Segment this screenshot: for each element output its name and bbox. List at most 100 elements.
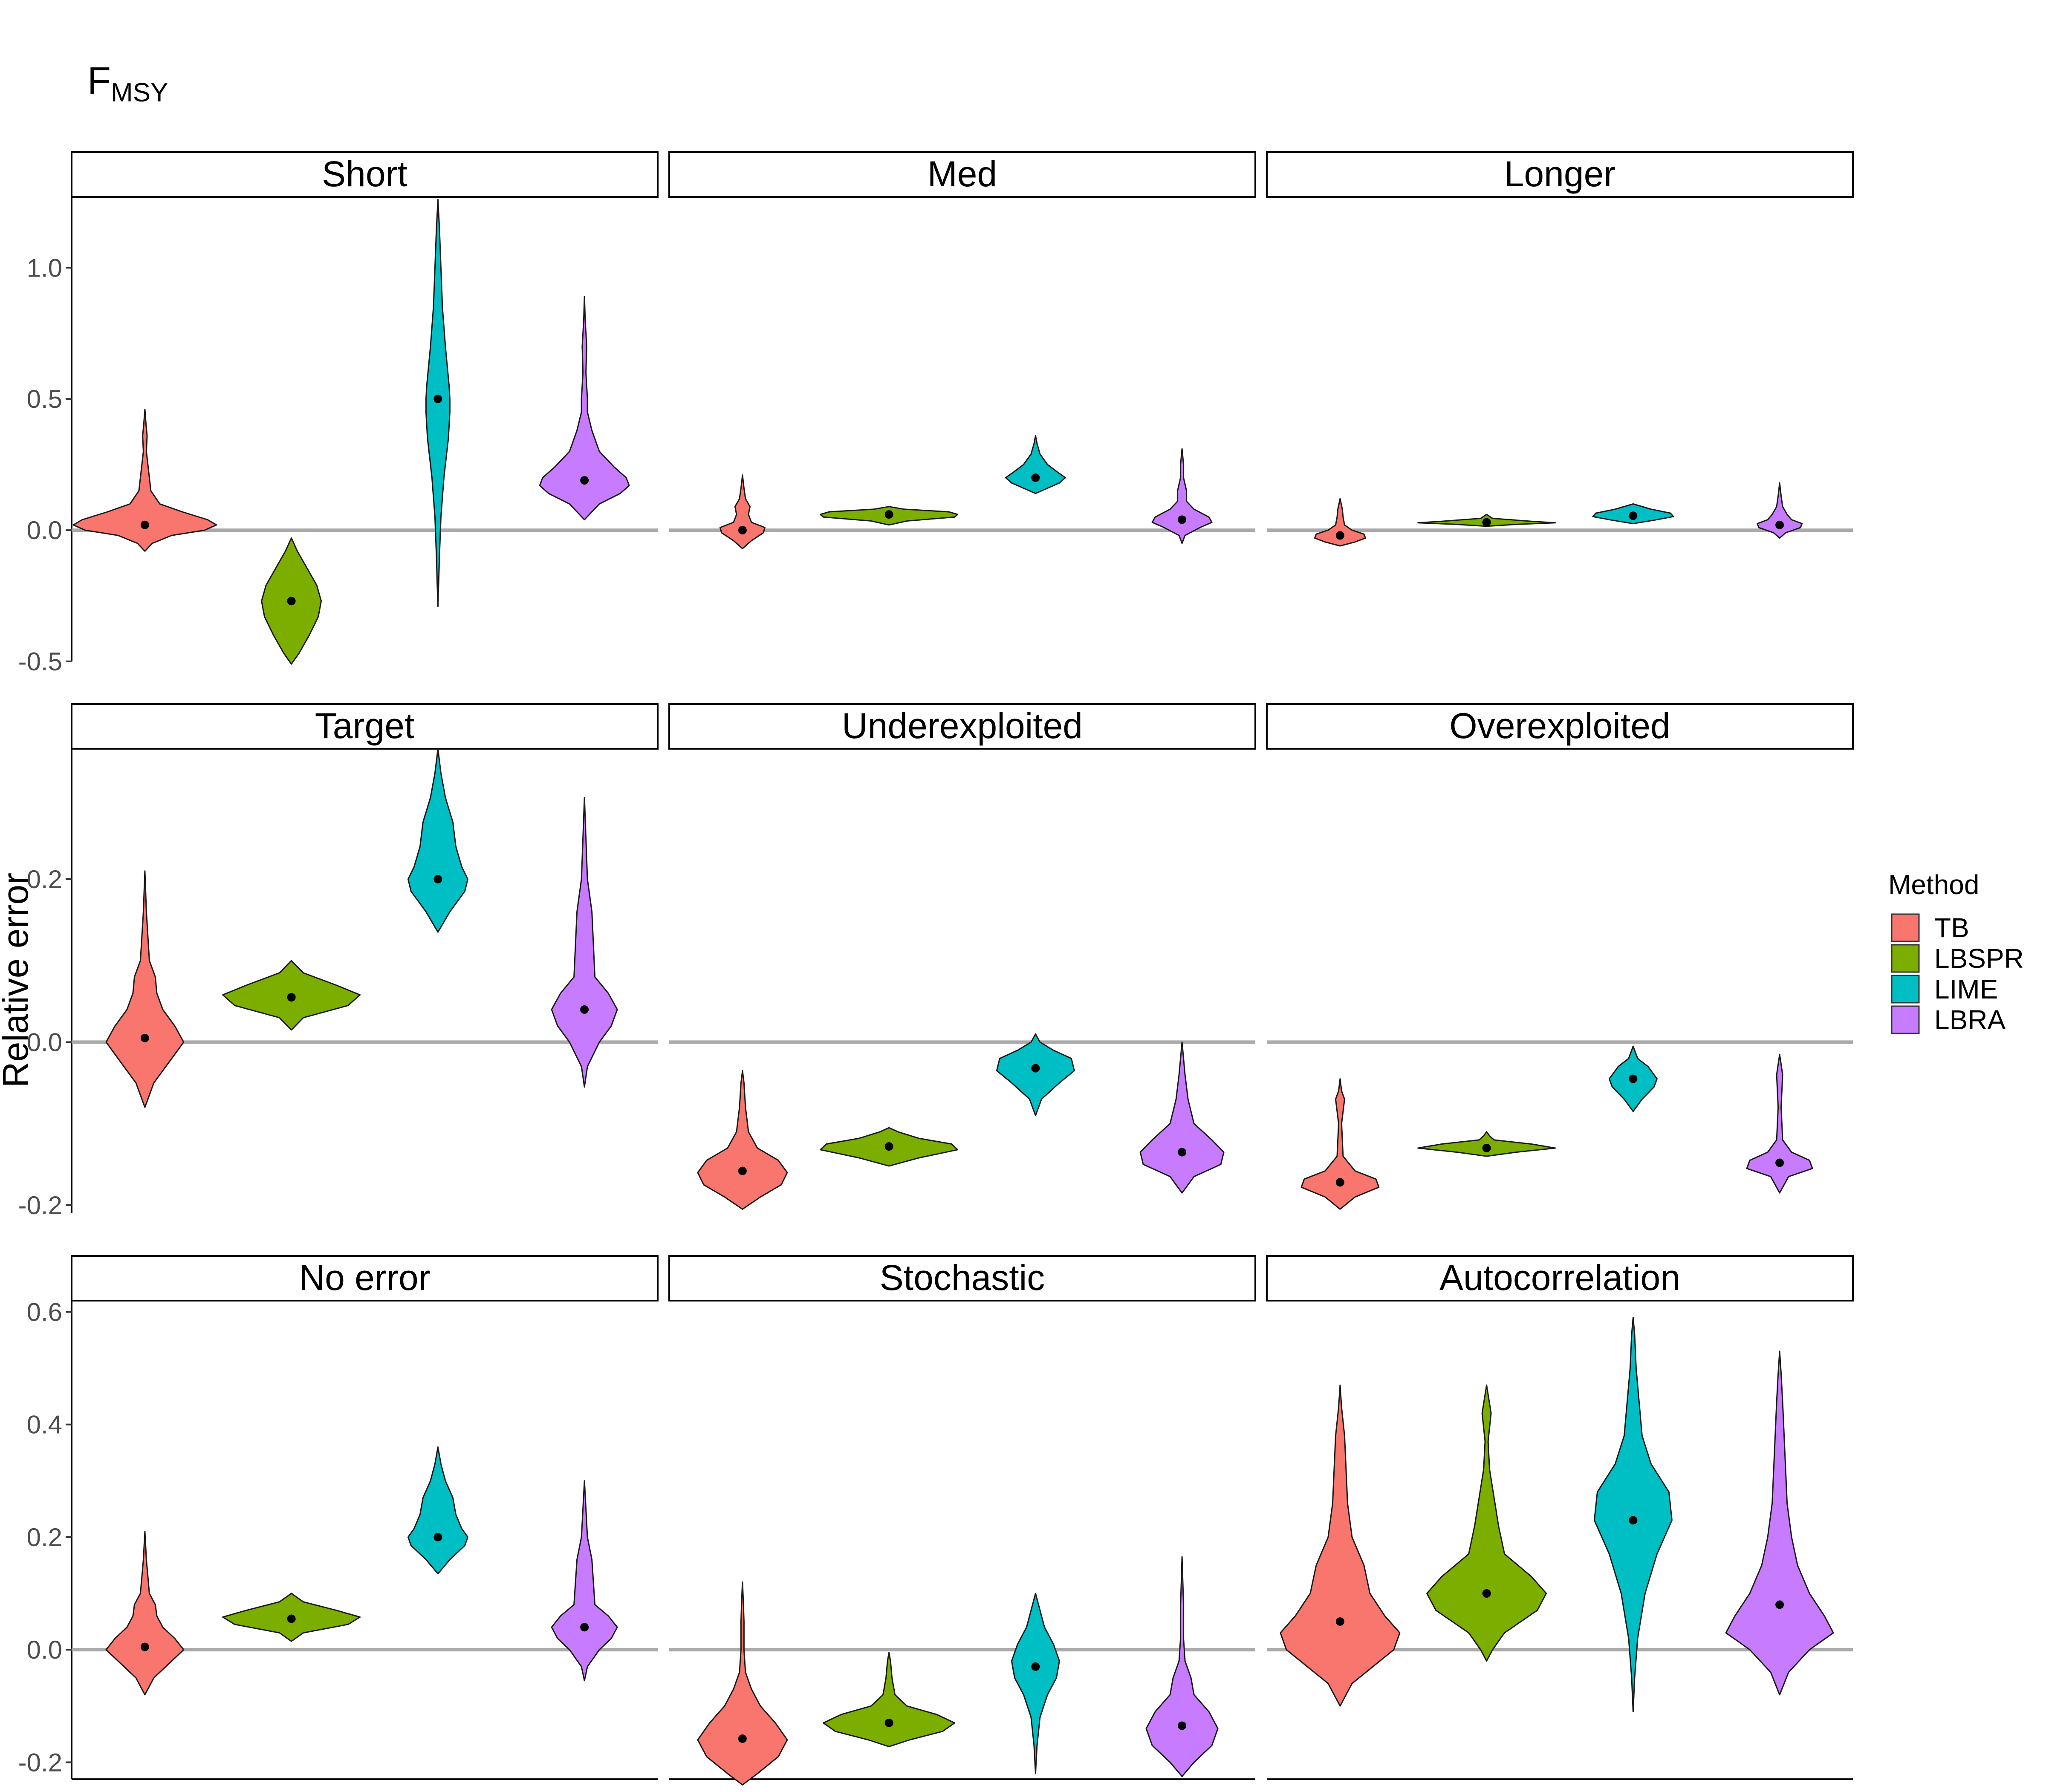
facet-strip-label: No error: [299, 1258, 430, 1298]
median-point-lime: [433, 1532, 442, 1541]
y-tick-label: -0.2: [18, 1748, 62, 1777]
violin-tb: [719, 474, 766, 549]
facet-strip-label: Short: [322, 154, 407, 194]
facet-strip: [71, 1255, 659, 1301]
median-point-lime: [1031, 1662, 1040, 1671]
facet-strip-label: Autocorrelation: [1439, 1258, 1680, 1298]
violin-tb: [1314, 498, 1366, 547]
y-tick-label: 0.2: [27, 1523, 62, 1552]
facet-panel: No error: [71, 1255, 659, 1780]
legend-key-tb: [1891, 913, 1920, 942]
facet-strip: [1266, 1255, 1854, 1301]
facet-strip: [668, 1255, 1256, 1301]
violin-tb: [697, 1070, 788, 1210]
median-point-lime: [1629, 1516, 1638, 1525]
facet-strip-label: Underexploited: [842, 706, 1083, 746]
facet-strip: [1266, 703, 1854, 750]
violin-tb: [1300, 1078, 1380, 1210]
median-point-lbra: [1178, 515, 1187, 524]
median-point-tb: [738, 1166, 747, 1175]
y-tick-label: 0.2: [27, 865, 62, 894]
violin-tb: [105, 870, 185, 1108]
facet-panel: Med: [668, 151, 1256, 549]
median-point-lime: [1629, 511, 1638, 520]
legend-label-lime: LIME: [1934, 974, 1998, 1004]
median-point-lbspr: [287, 993, 296, 1002]
y-tick-label: -0.5: [18, 647, 62, 676]
violin-lime: [1011, 1593, 1060, 1775]
violin-lbra: [551, 797, 618, 1088]
facet-strip-label: Med: [928, 154, 997, 194]
median-point-tb: [738, 1734, 747, 1743]
median-point-lime: [433, 874, 442, 883]
median-point-lime: [1629, 1074, 1638, 1083]
facet-strip: [1266, 151, 1854, 198]
violin-lime: [407, 1446, 468, 1575]
violin-lbra: [1725, 1350, 1834, 1696]
median-point-lbra: [1775, 520, 1784, 529]
violin-lime: [996, 1033, 1075, 1116]
legend-label-lbspr: LBSPR: [1934, 943, 2024, 974]
facet-panels: -0.5 0.0 0.5 1.0 Short Med Longer -0.2 0.0 0.2 Tar…: [18, 151, 1854, 1786]
median-point-lbspr: [1482, 518, 1491, 527]
legend-key-lbspr: [1891, 944, 1920, 973]
facet-strip: [71, 151, 659, 198]
violin-tb: [72, 409, 217, 552]
facet-panel: Underexploited: [668, 703, 1256, 1210]
y-tick-label: 0.0: [27, 516, 62, 545]
y-axis-title: Relative error: [0, 873, 35, 1088]
median-point-lime: [1031, 1064, 1040, 1073]
legend-title: Method: [1888, 869, 1979, 900]
median-point-tb: [140, 520, 149, 529]
y-axis: -0.5 0.0 0.5 1.0: [18, 197, 72, 676]
median-point-lbra: [580, 1623, 589, 1632]
facet-panel: Stochastic: [668, 1255, 1256, 1786]
median-point-lime: [1031, 473, 1040, 482]
violin-lbra: [1145, 1556, 1219, 1777]
legend-key-lbra: [1891, 1005, 1920, 1034]
median-point-lbspr: [1482, 1589, 1491, 1598]
median-point-lbspr: [1482, 1144, 1491, 1153]
facet-strip-label: Target: [315, 706, 414, 746]
violin-lime: [1005, 435, 1066, 494]
y-tick-label: 0.0: [27, 1028, 62, 1056]
y-tick-label: 1.0: [27, 254, 62, 282]
median-point-lbspr: [884, 1142, 893, 1151]
violin-lime: [1593, 1317, 1673, 1712]
facet-strip-label: Longer: [1504, 154, 1616, 194]
median-point-lbspr: [884, 510, 893, 519]
legend-label-tb: TB: [1934, 912, 1969, 943]
median-point-lbspr: [884, 1718, 893, 1727]
y-tick-label: 0.0: [27, 1636, 62, 1664]
violin-lime: [407, 748, 468, 933]
median-point-tb: [1335, 1178, 1344, 1187]
median-point-lbra: [1178, 1148, 1187, 1157]
median-point-lbra: [580, 476, 589, 485]
median-point-lbra: [1775, 1600, 1784, 1609]
y-tick-label: -0.2: [18, 1191, 62, 1220]
median-point-tb: [140, 1642, 149, 1651]
violin-lbspr: [823, 1652, 956, 1747]
median-point-tb: [1335, 1617, 1344, 1626]
facet-panel: Autocorrelation: [1266, 1255, 1854, 1780]
y-axis: -0.2 0.0 0.2: [18, 749, 72, 1220]
median-point-lbra: [1178, 1721, 1187, 1730]
median-point-lbra: [580, 1005, 589, 1014]
violin-tb: [105, 1531, 185, 1696]
median-point-lbspr: [287, 597, 296, 606]
violin-lbra: [551, 1480, 618, 1682]
y-tick-label: 0.5: [27, 385, 62, 413]
median-point-tb: [140, 1033, 149, 1042]
legend-key-lime: [1891, 975, 1920, 1004]
facet-strip: [668, 703, 1256, 750]
facet-panel: Longer: [1266, 151, 1854, 547]
facet-strip: [71, 703, 659, 750]
y-tick-label: 0.4: [27, 1411, 62, 1439]
facet-panel: Target: [71, 703, 659, 1108]
legend-label-lbra: LBRA: [1934, 1004, 2006, 1035]
violin-tb: [697, 1581, 788, 1786]
